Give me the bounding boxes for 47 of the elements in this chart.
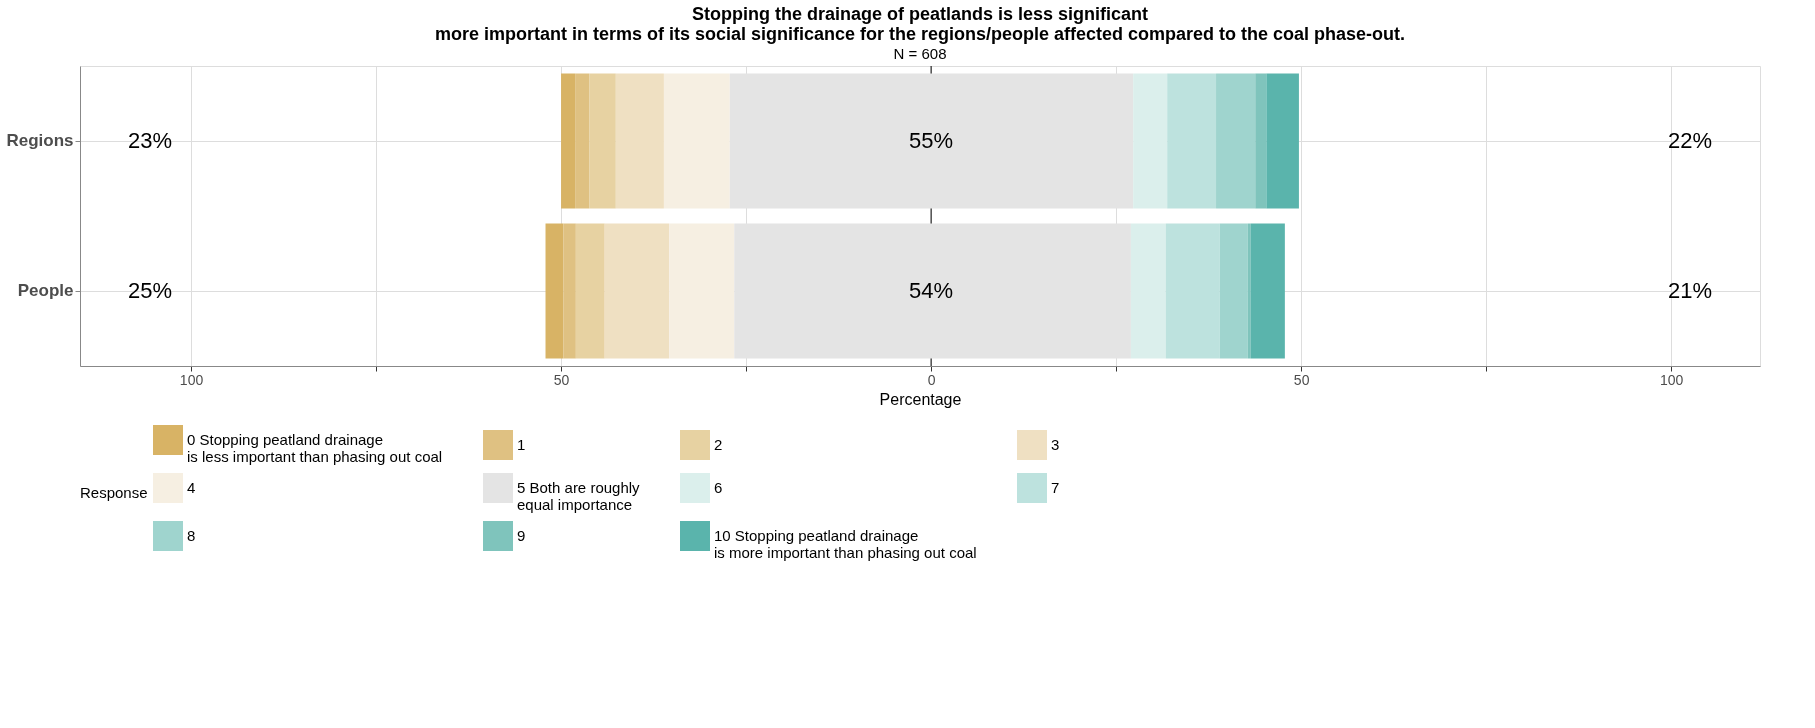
- annotation: 23%: [127, 128, 173, 153]
- annotation: 22%: [1667, 128, 1713, 153]
- x-tick-label: 50: [553, 371, 570, 388]
- bar: [1216, 73, 1256, 209]
- bar: [1250, 223, 1285, 359]
- bar: [615, 73, 664, 209]
- x-tick-label: 100: [179, 371, 204, 388]
- bar: [1165, 223, 1220, 359]
- annotation: 25%: [127, 278, 173, 303]
- legend-label: 1: [517, 436, 526, 453]
- bar: [589, 73, 616, 209]
- legend-label: 7: [1051, 479, 1060, 496]
- x-tick-label: 0: [927, 371, 936, 388]
- bar: [1247, 223, 1251, 359]
- legend-label: 9: [517, 527, 526, 544]
- text: more important in terms of its social significance for the regions/people affected compared to the coal phase-out.: [434, 23, 1406, 44]
- text: Stopping the drainage of peatlands is less significant: [691, 3, 1149, 24]
- chart-subtitle: N = 608: [893, 44, 947, 62]
- legend-label: 0 Stopping peatland drainage is less important than phasing out coal: [187, 431, 443, 465]
- legend-label: 3: [1051, 436, 1060, 453]
- y-tick-label: People: [17, 281, 74, 300]
- bar: [669, 223, 735, 359]
- legend-label: 10 Stopping peatland drainage is more important than phasing out coal: [714, 527, 977, 561]
- bar: [1219, 223, 1248, 359]
- bar: [604, 223, 670, 359]
- legend-label: 8: [187, 527, 196, 544]
- bar: [575, 73, 590, 209]
- bar: [1266, 73, 1299, 209]
- bar: [575, 223, 605, 359]
- annotation: 55%: [909, 128, 954, 153]
- x-tick-label: 50: [1293, 371, 1310, 388]
- legend-label: 2: [714, 436, 723, 453]
- y-tick-label: Regions: [6, 131, 74, 150]
- bar: [563, 223, 576, 359]
- bar: [1255, 73, 1267, 209]
- bar: [663, 73, 730, 209]
- legend-label: 5 Both are roughly equal importance: [517, 479, 641, 513]
- bar: [561, 73, 576, 209]
- annotation: 54%: [909, 278, 954, 303]
- bar: [545, 223, 564, 359]
- x-tick-label: 100: [1660, 371, 1684, 388]
- annotation: 21%: [1667, 278, 1713, 303]
- x-axis-title: Percentage: [879, 390, 962, 408]
- bar: [1167, 73, 1217, 209]
- legend-label: 4: [187, 479, 196, 496]
- legend-label: 6: [714, 479, 723, 496]
- legend-title: Response: [80, 484, 148, 501]
